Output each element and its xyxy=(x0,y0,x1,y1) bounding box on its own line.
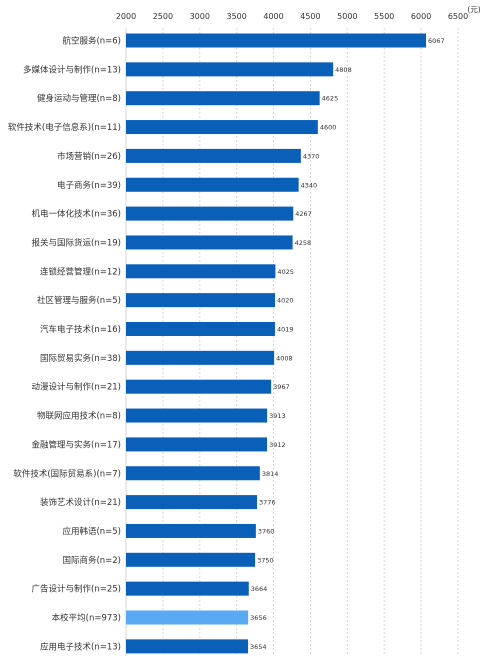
value-label: 3967 xyxy=(273,383,290,391)
value-label: 4019 xyxy=(277,326,294,334)
category-label: 国际贸易实务(n=38) xyxy=(40,353,121,364)
category-label: 软件技术(国际贸易系)(n=7) xyxy=(13,468,121,479)
x-tick-label: 3500 xyxy=(226,12,246,21)
bar xyxy=(126,264,276,279)
value-label: 3776 xyxy=(259,499,276,507)
category-label: 多媒体设计与制作(n=13) xyxy=(23,64,121,75)
category-label: 报关与国际货运(n=19) xyxy=(32,237,121,248)
category-labels: 航空服务(n=6) 多媒体设计与制作(n=13) 健身运动与管理(n=8) 软件技术(… xyxy=(8,36,121,653)
value-label: 4267 xyxy=(295,210,312,218)
category-label: 健身运动与管理(n=8) xyxy=(37,93,121,104)
bar xyxy=(126,206,294,221)
category-label: 社区管理与服务(n=5) xyxy=(37,295,121,306)
x-tick-label: 6500 xyxy=(448,12,468,21)
value-label: 4258 xyxy=(295,239,312,247)
category-label: 汽车电子技术(n=16) xyxy=(40,324,121,335)
value-label: 3750 xyxy=(257,556,274,564)
bar xyxy=(126,350,275,365)
bar xyxy=(126,379,272,394)
bar xyxy=(126,523,256,538)
category-label: 金融管理与实务(n=17) xyxy=(32,439,121,450)
x-tick-label: 4500 xyxy=(300,12,320,21)
bar xyxy=(126,293,276,308)
x-tick-label: 5500 xyxy=(374,12,394,21)
category-label: 市场营销(n=26) xyxy=(57,151,121,162)
value-label: 3656 xyxy=(250,614,267,622)
category-label: 应用电子技术(n=13) xyxy=(40,641,121,652)
value-label: 4340 xyxy=(301,181,318,189)
bar xyxy=(126,322,275,336)
bar xyxy=(126,235,293,250)
value-label: 4020 xyxy=(277,297,294,305)
bar xyxy=(126,437,268,452)
value-label: 4008 xyxy=(276,354,293,362)
value-label: 4625 xyxy=(322,95,339,103)
value-label: 3654 xyxy=(250,643,267,651)
category-label: 动漫设计与制作(n=21) xyxy=(32,382,121,393)
x-tick-label: 6000 xyxy=(411,12,431,21)
unit-label: (元) xyxy=(467,5,480,14)
bar xyxy=(126,466,260,481)
value-label: 4370 xyxy=(303,152,320,160)
x-tick-label: 4000 xyxy=(263,12,283,21)
value-labels: 6067 4808 4625 4600 4370 4340 4267 4258 4025 4020… xyxy=(250,37,445,651)
category-label: 机电一体化技术(n=36) xyxy=(32,209,121,220)
bar xyxy=(126,581,249,596)
category-label: 软件技术(电子信息系)(n=11) xyxy=(8,122,121,133)
value-label: 3912 xyxy=(269,441,286,449)
bars xyxy=(126,33,427,654)
bar xyxy=(126,552,256,567)
value-label: 3913 xyxy=(269,412,286,420)
bar xyxy=(126,495,258,510)
value-label: 4025 xyxy=(277,268,294,276)
bar xyxy=(126,639,249,654)
x-tick-label: 5000 xyxy=(337,12,357,21)
category-label: 国际商务(n=2) xyxy=(62,555,121,566)
bar xyxy=(126,62,334,77)
category-label: 广告设计与制作(n=25) xyxy=(32,584,121,595)
bar xyxy=(126,177,299,192)
value-label: 3814 xyxy=(262,470,279,478)
value-label: 4600 xyxy=(320,124,337,132)
bar xyxy=(126,610,249,625)
value-label: 4808 xyxy=(335,66,352,74)
category-label: 物联网应用技术(n=8) xyxy=(37,411,121,422)
category-label: 电子商务(n=39) xyxy=(57,180,121,191)
category-label: 航空服务(n=6) xyxy=(62,36,121,47)
x-tick-label: 2500 xyxy=(153,12,173,21)
x-tick-label: 2000 xyxy=(116,12,136,21)
category-label: 应用韩语(n=5) xyxy=(62,526,121,537)
category-label: 连锁经营管理(n=12) xyxy=(40,266,121,277)
value-label: 6067 xyxy=(428,37,445,45)
bar xyxy=(126,33,427,48)
category-label: 本校平均(n=973) xyxy=(52,613,121,624)
bar xyxy=(126,91,320,106)
value-label: 3760 xyxy=(258,527,275,535)
bar xyxy=(126,148,301,163)
value-label: 3664 xyxy=(251,585,268,593)
bar xyxy=(126,120,318,135)
bar xyxy=(126,408,268,423)
x-axis-ticks: 2000 2500 3000 3500 4000 4500 5000 5500 6000 6500 xyxy=(116,12,468,21)
x-tick-label: 3000 xyxy=(190,12,210,21)
category-label: 装饰艺术设计(n=21) xyxy=(40,497,121,508)
